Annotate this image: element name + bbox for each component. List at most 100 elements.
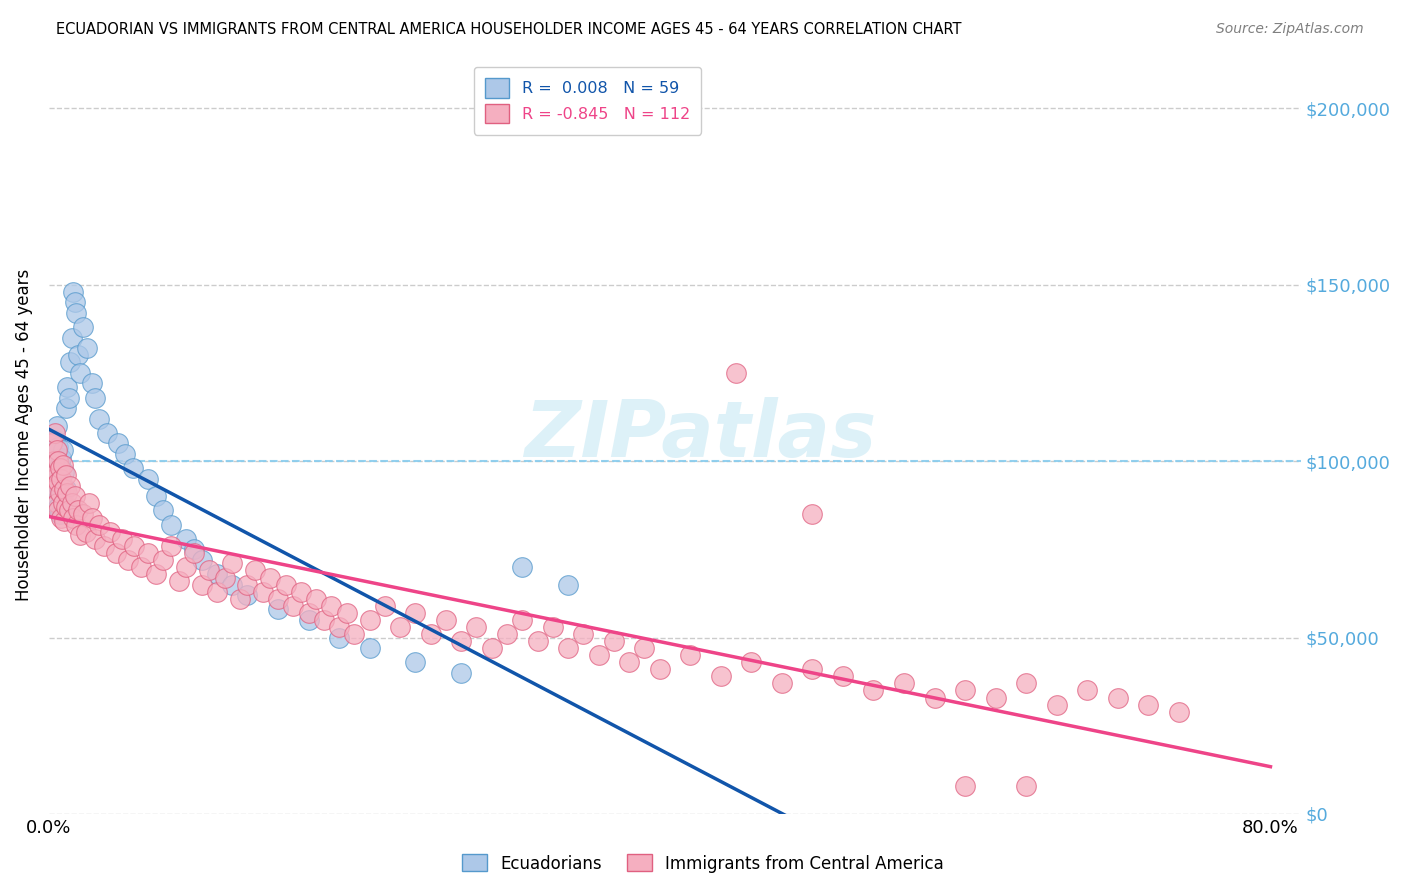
Point [44, 425, 66, 440]
Point [75, 524, 97, 539]
Point [69, 528, 91, 542]
Point [107, 436, 129, 450]
Point [725, 366, 748, 380]
Point [183, 542, 205, 557]
Point [374, 599, 396, 613]
Point [510, 560, 533, 574]
Point [46, 454, 69, 468]
Point [924, 690, 946, 705]
Point [46, 440, 69, 454]
Point [45, 443, 67, 458]
Point [434, 613, 457, 627]
Point [48, 479, 70, 493]
Point [214, 570, 236, 584]
Point [481, 641, 503, 656]
Point [152, 553, 174, 567]
Point [1046, 698, 1069, 712]
Point [51, 510, 73, 524]
Point [55, 483, 77, 497]
Point [89, 411, 111, 425]
Point [136, 546, 159, 560]
Point [80, 376, 103, 391]
Point [44, 433, 66, 447]
Point [862, 683, 884, 698]
Text: ECUADORIAN VS IMMIGRANTS FROM CENTRAL AMERICA HOUSEHOLDER INCOME AGES 45 - 64 YE: ECUADORIAN VS IMMIGRANTS FROM CENTRAL AM… [56, 22, 962, 37]
Point [89, 517, 111, 532]
Point [44, 483, 66, 497]
Point [42, 472, 65, 486]
Point [267, 591, 290, 606]
Point [53, 483, 76, 497]
Point [46, 475, 69, 490]
Point [52, 458, 75, 472]
Point [60, 496, 83, 510]
Point [633, 641, 655, 656]
Point [51, 485, 73, 500]
Point [48, 458, 70, 472]
Point [619, 655, 641, 669]
Point [46, 500, 69, 514]
Point [953, 683, 976, 698]
Point [801, 507, 824, 521]
Point [572, 627, 595, 641]
Point [283, 599, 305, 613]
Point [59, 479, 82, 493]
Point [42, 475, 65, 490]
Point [205, 584, 228, 599]
Point [328, 620, 350, 634]
Point [44, 465, 66, 479]
Point [336, 606, 359, 620]
Point [145, 489, 167, 503]
Point [510, 613, 533, 627]
Point [1167, 705, 1189, 719]
Point [124, 539, 146, 553]
Point [46, 468, 69, 483]
Legend: Ecuadorians, Immigrants from Central America: Ecuadorians, Immigrants from Central Ame… [456, 847, 950, 880]
Point [56, 485, 79, 500]
Legend: R =  0.008   N = 59, R = -0.845   N = 112: R = 0.008 N = 59, R = -0.845 N = 112 [474, 67, 702, 135]
Point [450, 665, 472, 680]
Point [51, 450, 73, 465]
Point [243, 564, 266, 578]
Point [122, 461, 145, 475]
Point [152, 503, 174, 517]
Point [45, 483, 67, 497]
Point [45, 418, 67, 433]
Point [404, 606, 426, 620]
Point [55, 468, 77, 483]
Point [83, 391, 105, 405]
Point [145, 566, 167, 581]
Point [62, 510, 84, 524]
Text: ZIPatlas: ZIPatlas [524, 397, 876, 473]
Point [63, 489, 86, 503]
Point [48, 485, 70, 500]
Point [96, 425, 118, 440]
Point [603, 634, 626, 648]
Point [176, 560, 198, 574]
Point [53, 496, 76, 510]
Point [44, 496, 66, 510]
Point [190, 577, 212, 591]
Point [679, 648, 702, 662]
Point [190, 553, 212, 567]
Point [183, 546, 205, 560]
Point [53, 514, 76, 528]
Point [52, 496, 75, 510]
Point [48, 461, 70, 475]
Point [328, 631, 350, 645]
Point [290, 584, 312, 599]
Point [343, 627, 366, 641]
Point [274, 577, 297, 591]
Point [267, 602, 290, 616]
Point [66, 503, 89, 517]
Point [1107, 690, 1129, 705]
Point [984, 690, 1007, 705]
Point [312, 613, 335, 627]
Point [710, 669, 733, 683]
Point [588, 648, 610, 662]
Point [69, 366, 91, 380]
Point [45, 465, 67, 479]
Point [76, 341, 98, 355]
Point [465, 620, 488, 634]
Point [77, 496, 100, 510]
